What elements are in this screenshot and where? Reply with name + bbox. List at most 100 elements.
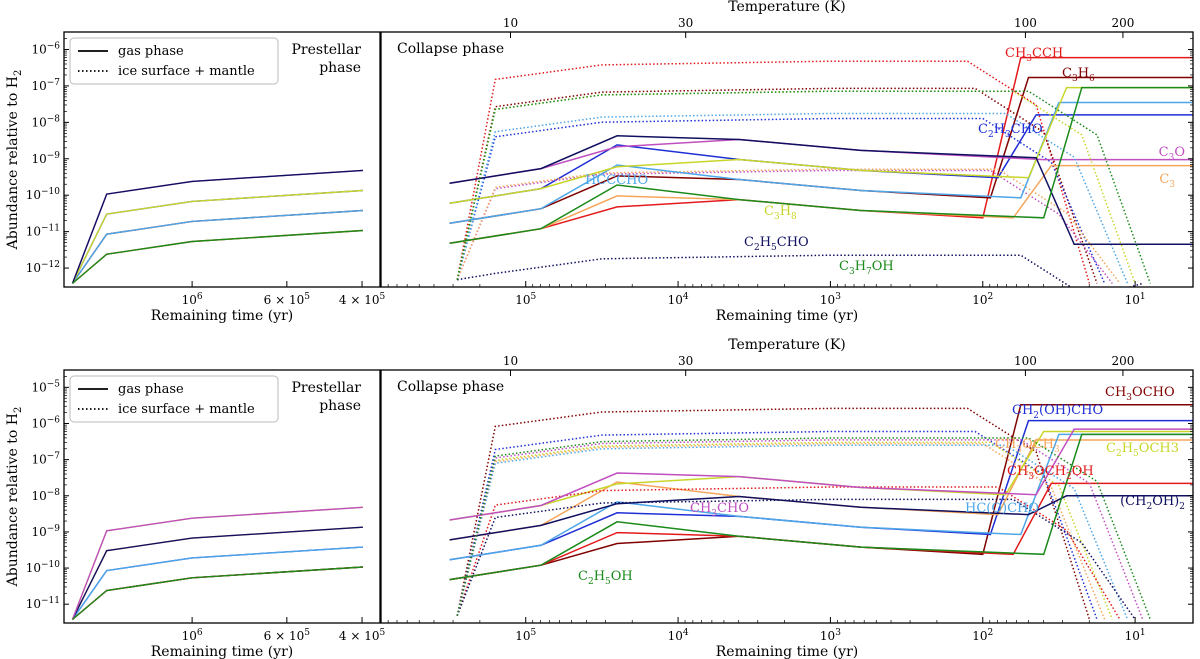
prestellar-line <box>71 526 363 620</box>
collapse-x-tick-label: 105 <box>515 292 536 307</box>
prestellar-x-tick-label: 106 <box>182 628 203 643</box>
series-lines <box>71 56 1193 287</box>
series-label: C2H5OCH3 <box>1106 441 1179 459</box>
prestellar-line <box>71 546 363 620</box>
prestellar-line <box>72 566 363 620</box>
legend-ice-label: ice surface + mantle <box>118 64 255 79</box>
y-tick-label: 10−5 <box>31 379 60 394</box>
ice-line-hcccho <box>456 112 1129 284</box>
ice-line-c3h7oh <box>456 90 1152 284</box>
prestellar-line <box>71 209 363 284</box>
collapse-x-axis-title: Remaining time (yr) <box>716 308 859 324</box>
prestellar-line <box>72 229 363 284</box>
series-label: CH3OCH2OH <box>1007 464 1094 482</box>
collapse-frame <box>380 369 1194 624</box>
collapse-frame <box>380 31 1194 288</box>
collapse-x-tick-label: 103 <box>820 292 841 307</box>
y-tick-label: 10−11 <box>26 596 60 611</box>
series-lines <box>71 404 1193 620</box>
y-axis-title: Abundance relative to H2 <box>5 70 24 251</box>
gas-line-hc-o-cho <box>449 433 1193 561</box>
gas-line-c3h8 <box>449 86 1193 204</box>
ice-line-ch3cho <box>456 439 1144 620</box>
prestellar-x-tick-label: 6 × 105 <box>264 292 311 307</box>
ice-line-ch3cch <box>456 60 1091 284</box>
collapse-x-tick-label: 101 <box>1125 292 1146 307</box>
gas-line-c3h6 <box>449 76 1193 225</box>
series-label: C3 <box>1159 172 1175 190</box>
temperature-axis-title: Temperature (K) <box>728 0 846 15</box>
prestellar-x-tick-label: 4 × 105 <box>339 628 386 643</box>
series-label: CH3CHO <box>690 501 749 519</box>
y-tick-label: 10−7 <box>31 78 60 93</box>
prestellar-line <box>72 566 363 620</box>
ice-line--ch2oh-2 <box>456 498 1136 620</box>
prestellar-x-tick-label: 106 <box>182 292 203 307</box>
prestellar-frame <box>63 369 381 624</box>
prestellar-line <box>71 209 363 284</box>
temperature-tick-label: 10 <box>503 16 518 30</box>
collapse-phase-label: Collapse phase <box>397 379 504 395</box>
y-tick-label: 10−10 <box>26 560 61 575</box>
temperature-tick-label: 200 <box>1111 354 1134 368</box>
ice-line-c2h5cho <box>457 254 1143 287</box>
collapse-phase-label: Collapse phase <box>397 41 504 57</box>
ice-line-c3o <box>456 169 1113 284</box>
y-tick-label: 10−11 <box>26 224 60 239</box>
series-label: CH3OCHO <box>1105 385 1175 403</box>
prestellar-phase-label: Prestellar <box>292 380 362 396</box>
series-label: CH3CCH <box>1005 46 1063 64</box>
ice-line-c3h6 <box>456 87 1098 284</box>
legend-gas-label: gas phase <box>118 44 184 59</box>
series-label: (CH2OH)2 <box>1120 494 1185 512</box>
y-tick-label: 10−9 <box>31 524 60 539</box>
gas-line-c2h5cho <box>449 135 1193 246</box>
prestellar-phase-label: phase <box>319 60 361 76</box>
series-label: C2H3CHO <box>978 122 1043 140</box>
prestellar-line <box>71 546 363 620</box>
series-label: C3O <box>1159 145 1185 163</box>
prestellar-line <box>71 506 363 620</box>
legend-ice-label: ice surface + mantle <box>118 402 255 417</box>
gas-line-c3h7oh <box>449 86 1193 245</box>
series-label: CH3OCH3 <box>995 437 1060 455</box>
y-tick-label: 10−12 <box>26 260 60 275</box>
gas-line-c2h5oh <box>449 433 1193 581</box>
temperature-tick-label: 10 <box>503 354 518 368</box>
prestellar-line <box>72 566 363 620</box>
y-axis-title: Abundance relative to H2 <box>5 407 24 588</box>
collapse-x-tick-label: 102 <box>972 628 993 643</box>
series-label: C2H5CHO <box>744 235 809 253</box>
temperature-tick-label: 200 <box>1111 16 1134 30</box>
prestellar-line <box>72 229 363 284</box>
temperature-axis-title: Temperature (K) <box>728 337 846 353</box>
gas-line--ch2oh-2 <box>449 495 1193 541</box>
ice-line-c3 <box>456 168 1121 284</box>
prestellar-line <box>72 229 363 284</box>
prestellar-frame <box>63 31 381 288</box>
prestellar-x-tick-label: 6 × 105 <box>264 628 311 643</box>
series-label: C3H7OH <box>839 259 894 277</box>
legend-gas-label: gas phase <box>118 382 184 397</box>
gas-line-ch2-oh-cho <box>449 419 1193 561</box>
legend: gas phase ice surface + mantle <box>69 375 279 423</box>
prestellar-phase-label: Prestellar <box>292 42 362 58</box>
prestellar-line <box>71 189 363 284</box>
y-tick-label: 10−9 <box>31 151 60 166</box>
gas-line-ch3cch <box>449 56 1193 245</box>
series-label: CH2(OH)CHO <box>1012 403 1103 421</box>
collapse-x-tick-label: 101 <box>1125 628 1146 643</box>
temperature-tick-label: 30 <box>678 354 693 368</box>
gas-line-ch3och2oh <box>449 482 1193 581</box>
series-label: C3H8 <box>764 204 797 222</box>
ice-line-ch3ocho <box>456 407 1091 620</box>
y-tick-label: 10−7 <box>31 452 60 467</box>
collapse-x-tick-label: 103 <box>820 628 841 643</box>
series-label: C2H5OH <box>578 569 633 587</box>
collapse-x-tick-label: 105 <box>515 628 536 643</box>
y-tick-label: 10−6 <box>31 41 60 56</box>
prestellar-line <box>71 526 363 620</box>
prestellar-line <box>71 506 363 620</box>
